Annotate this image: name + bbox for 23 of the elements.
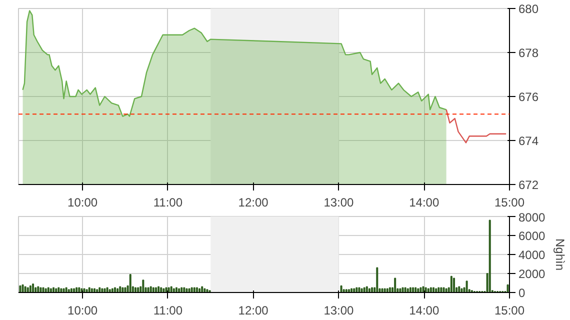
y-tick-label: 674 bbox=[518, 134, 539, 148]
x-tick-label: 11:00 bbox=[153, 196, 183, 210]
y-axis-title: Nghìn bbox=[553, 238, 568, 271]
x-tick-label: 14:00 bbox=[409, 304, 440, 318]
x-tick-label: 13:00 bbox=[324, 196, 354, 210]
x-tick-label: 15:00 bbox=[494, 304, 525, 318]
y-tick-label: 2000 bbox=[518, 267, 546, 281]
y-tick-label: 680 bbox=[518, 2, 539, 16]
x-tick-label: 12:00 bbox=[238, 196, 269, 210]
y-tick-label: 678 bbox=[518, 46, 539, 60]
x-tick-label: 14:00 bbox=[409, 196, 440, 210]
x-tick-label: 15:00 bbox=[494, 196, 525, 210]
x-tick-label: 12:00 bbox=[238, 304, 269, 318]
x-tick-label: 10:00 bbox=[68, 304, 98, 318]
x-tick-label: 13:00 bbox=[324, 304, 354, 318]
y-tick-label: 6000 bbox=[518, 229, 546, 243]
y-tick-label: 0 bbox=[518, 286, 526, 300]
y-tick-label: 676 bbox=[518, 90, 539, 104]
x-tick-label: 10:00 bbox=[68, 196, 98, 210]
y-tick-label: 8000 bbox=[518, 210, 546, 224]
y-tick-label: 4000 bbox=[518, 248, 546, 262]
x-tick-label: 11:00 bbox=[153, 304, 183, 318]
y-tick-label: 672 bbox=[518, 178, 539, 192]
